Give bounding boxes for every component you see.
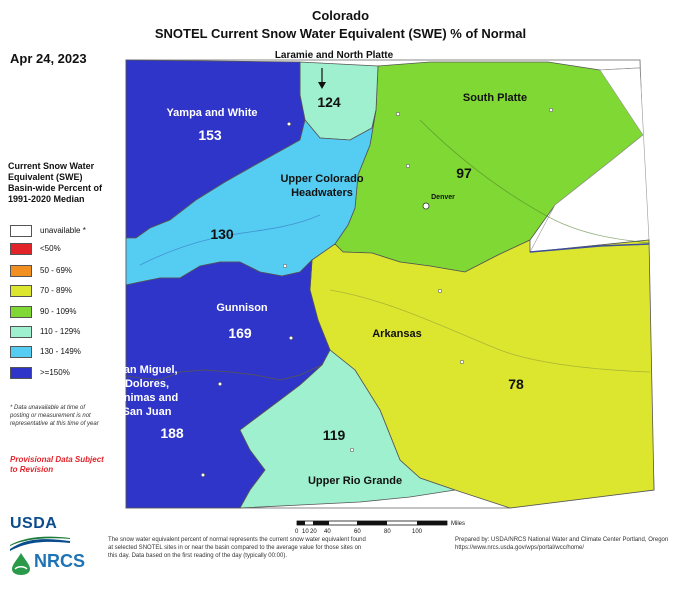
map-title-state: Colorado [311,8,370,23]
legend-item-70-89: 70 - 89% [10,285,120,299]
legend-swatch [10,243,32,255]
city-marker [288,335,294,341]
basin-name-gunnison: Gunnison [216,302,268,314]
legend-swatch [10,306,32,318]
city-label-denver: Denver [431,194,455,201]
basin-upper-rio-grande [239,349,456,509]
basin-name-upper-colorado-1: Upper Colorado [280,173,363,185]
scale-tick: 60 [354,529,361,535]
city-marker [395,111,401,117]
legend-label: 70 - 89% [40,286,73,295]
basin-unavailable-ne [529,67,650,253]
legend-label: unavailable * [40,226,86,235]
legend-swatch [10,326,32,338]
callout-arrowhead [318,82,326,89]
legend-label: 50 - 69% [40,266,73,275]
scale-tick: 80 [384,529,391,535]
basin-name-laramie: Laramie and North Platte [275,50,394,61]
legend-item-90-109: 90 - 109% [10,306,120,320]
basin-name-san-miguel-1: San Miguel, [116,364,177,376]
basin-value-upper-colorado: 130 [210,226,234,242]
legend-item-lt50: <50% [10,243,120,257]
nrcs-logo: NRCS [34,551,86,571]
legend-swatch [10,225,32,237]
scale-unit: Miles [451,521,466,527]
usda-landscape-icon [10,536,70,551]
basin-name-rio-grande: Upper Rio Grande [308,475,402,487]
basin-name-san-miguel-4: San Juan [123,406,172,418]
city-marker [349,447,355,453]
legend-item-150-plus: >=150% [10,367,120,381]
river-line [139,214,321,266]
scale-tick: 10 [302,529,309,535]
city-marker-denver [422,202,430,210]
basin-name-yampa: Yampa and White [166,107,257,119]
city-marker [200,472,206,478]
city-marker [459,359,465,365]
scale-bar-segment [297,521,305,525]
basin-value-rio-grande: 119 [323,427,346,443]
city-marker [437,288,443,294]
legend-item-130-149: 130 - 149% [10,346,120,360]
legend-item-110-129: 110 - 129% [10,326,120,340]
highway-line [529,243,650,253]
city-marker [217,381,223,387]
legend-label: 110 - 129% [40,327,81,336]
river-line [419,119,651,244]
legend-label: 130 - 149% [40,347,81,356]
legend-item-unavailable: unavailable * [10,225,120,239]
basin-name-san-miguel-3: Animas and [116,392,178,404]
scale-bar-segment [313,521,329,525]
basin-value-arkansas: 78 [508,376,524,392]
legend-footnote: * Data unavailable at time of posting or… [10,405,99,427]
legend-label: 90 - 109% [40,307,77,316]
provisional-notice: Provisional Data Subject to Revision [10,455,104,474]
legend-swatch [10,367,32,379]
prepared-by: Prepared by: USDA/NRCS National Water an… [455,537,669,551]
basin-value-gunnison: 169 [228,325,252,341]
basin-value-san-miguel: 188 [160,425,184,441]
river-line [329,289,651,373]
scale-tick: 20 [310,529,317,535]
basin-name-arkansas: Arkansas [372,328,422,340]
scale-bar-segment [417,521,447,525]
city-marker [282,263,288,269]
basin-value-laramie: 124 [317,94,341,110]
scale-tick: 100 [412,529,423,535]
legend-swatch [10,285,32,297]
methodology-note: The snow water equivalent percent of nor… [108,537,366,559]
map-date: Apr 24, 2023 [10,51,87,66]
usda-logo: USDA [10,515,58,532]
legend-label: >=150% [40,368,70,377]
basin-name-san-miguel-2: Dolores, [125,378,169,390]
city-marker [548,107,554,113]
nrcs-drop-icon [12,553,30,575]
legend-swatch [10,346,32,358]
legend-label: <50% [40,244,61,253]
legend-title: Current Snow Water Equivalent (SWE) Basi… [8,161,103,204]
scale-tick: 40 [324,529,331,535]
city-marker [405,163,411,169]
map-title: SNOTEL Current Snow Water Equivalent (SW… [154,26,527,41]
basin-value-yampa: 153 [198,127,222,143]
basin-name-south-platte: South Platte [463,92,527,104]
basin-value-south-platte: 97 [456,165,472,181]
legend-swatch [10,265,32,277]
scale-tick: 0 [295,529,299,535]
legend-item-50-69: 50 - 69% [10,265,120,279]
city-marker [286,121,292,127]
basin-name-upper-colorado-2: Headwaters [291,187,353,199]
scale-bar-segment [357,521,387,525]
